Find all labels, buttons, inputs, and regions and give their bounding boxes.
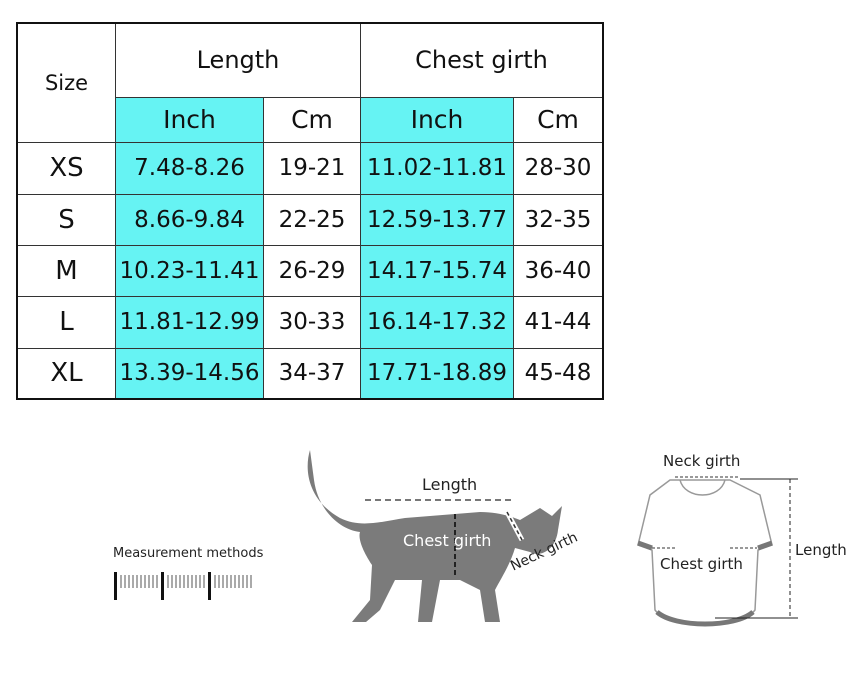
table-row: S 8.66-9.84 22-25 12.59-13.77 32-35 (16, 193, 604, 246)
value-cell: 12.59-13.77 (360, 193, 514, 246)
value-cell: 11.02-11.81 (360, 141, 514, 195)
value-cell: 32-35 (513, 193, 604, 246)
measurement-methods-label: Measurement methods (113, 546, 264, 561)
value-cell: 17.71-18.89 (360, 347, 514, 400)
table-row: M 10.23-11.41 26-29 14.17-15.74 36-40 (16, 244, 604, 297)
unit-cm: Cm (263, 96, 361, 143)
table-row: XS 7.48-8.26 19-21 11.02-11.81 28-30 (16, 141, 604, 195)
size-cell: L (16, 295, 116, 349)
value-cell: 30-33 (263, 295, 361, 349)
size-header: Size (16, 22, 116, 143)
cat-length-label: Length (422, 475, 478, 494)
value-cell: 22-25 (263, 193, 361, 246)
value-cell: 36-40 (513, 244, 604, 297)
size-cell: XL (16, 347, 116, 400)
table-row: XL 13.39-14.56 34-37 17.71-18.89 45-48 (16, 347, 604, 400)
size-cell: S (16, 193, 116, 246)
ruler-icon (114, 572, 252, 600)
value-cell: 10.23-11.41 (115, 244, 264, 297)
length-header: Length (115, 22, 361, 98)
cat-silhouette-icon (307, 450, 562, 622)
value-cell: 34-37 (263, 347, 361, 400)
value-cell: 14.17-15.74 (360, 244, 514, 297)
value-cell: 41-44 (513, 295, 604, 349)
size-cell: XS (16, 141, 116, 195)
unit-inch: Inch (115, 96, 264, 143)
value-cell: 16.14-17.32 (360, 295, 514, 349)
size-chart-table: Size Length Chest girth Inch Cm Inch Cm … (16, 22, 604, 400)
unit-cm: Cm (513, 96, 604, 143)
value-cell: 19-21 (263, 141, 361, 195)
shirt-length-label: Length (795, 541, 847, 559)
value-cell: 45-48 (513, 347, 604, 400)
unit-inch: Inch (360, 96, 514, 143)
value-cell: 26-29 (263, 244, 361, 297)
shirt-neck-label: Neck girth (663, 452, 741, 470)
shirt-icon (637, 476, 798, 627)
value-cell: 13.39-14.56 (115, 347, 264, 400)
size-cell: M (16, 244, 116, 297)
value-cell: 28-30 (513, 141, 604, 195)
shirt-chest-label: Chest girth (660, 555, 743, 573)
value-cell: 11.81-12.99 (115, 295, 264, 349)
chest-girth-header: Chest girth (360, 22, 604, 98)
value-cell: 7.48-8.26 (115, 141, 264, 195)
value-cell: 8.66-9.84 (115, 193, 264, 246)
table-row: L 11.81-12.99 30-33 16.14-17.32 41-44 (16, 295, 604, 349)
cat-chest-label: Chest girth (403, 531, 492, 550)
